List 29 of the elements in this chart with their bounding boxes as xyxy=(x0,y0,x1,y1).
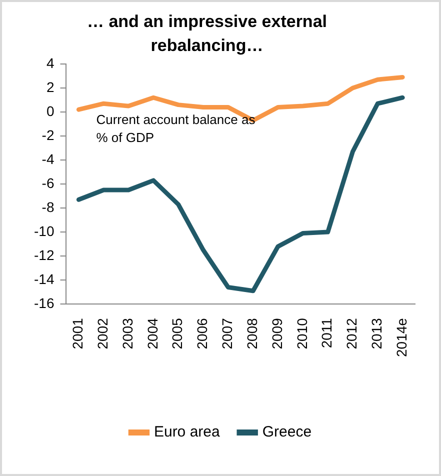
x-tick-label: 2014e xyxy=(393,318,410,358)
y-tick-label: -14 xyxy=(34,270,54,287)
y-tick-label: -8 xyxy=(42,198,54,215)
y-tick-label: -12 xyxy=(34,246,54,263)
x-tick-label: 2001 xyxy=(70,318,86,350)
x-tick-label: 2008 xyxy=(244,318,260,350)
x-tick-label: 2007 xyxy=(219,318,236,350)
x-tick-label: 2011 xyxy=(318,318,335,348)
x-tick-label: 2009 xyxy=(268,318,285,350)
annotation: Current account balance as % of GDP xyxy=(96,112,256,146)
y-tick-label: 2 xyxy=(46,78,54,95)
y-tick-label: -2 xyxy=(42,126,54,143)
chart-title: … and an impressive external rebalancing… xyxy=(86,11,328,57)
legend-label: Euro area xyxy=(154,424,220,441)
y-tick-label: -16 xyxy=(34,294,54,311)
y-tick-label: 0 xyxy=(46,102,54,119)
y-tick-label: -10 xyxy=(34,222,54,239)
x-tick-label: 2003 xyxy=(119,318,136,350)
y-tick-label: -4 xyxy=(42,150,54,167)
x-tick-label: 2013 xyxy=(368,318,384,350)
x-tick-label: 2005 xyxy=(169,318,186,350)
legend-label: Greece xyxy=(262,424,312,441)
x-tick-label: 2004 xyxy=(144,318,160,350)
x-tick-label: 2012 xyxy=(344,318,360,350)
y-tick-label: -6 xyxy=(42,174,54,191)
x-tick-label: 2006 xyxy=(194,318,210,350)
x-tick-label: 2002 xyxy=(94,318,110,350)
x-tick-label: 2010 xyxy=(294,318,310,350)
y-tick-label: 4 xyxy=(46,54,54,71)
